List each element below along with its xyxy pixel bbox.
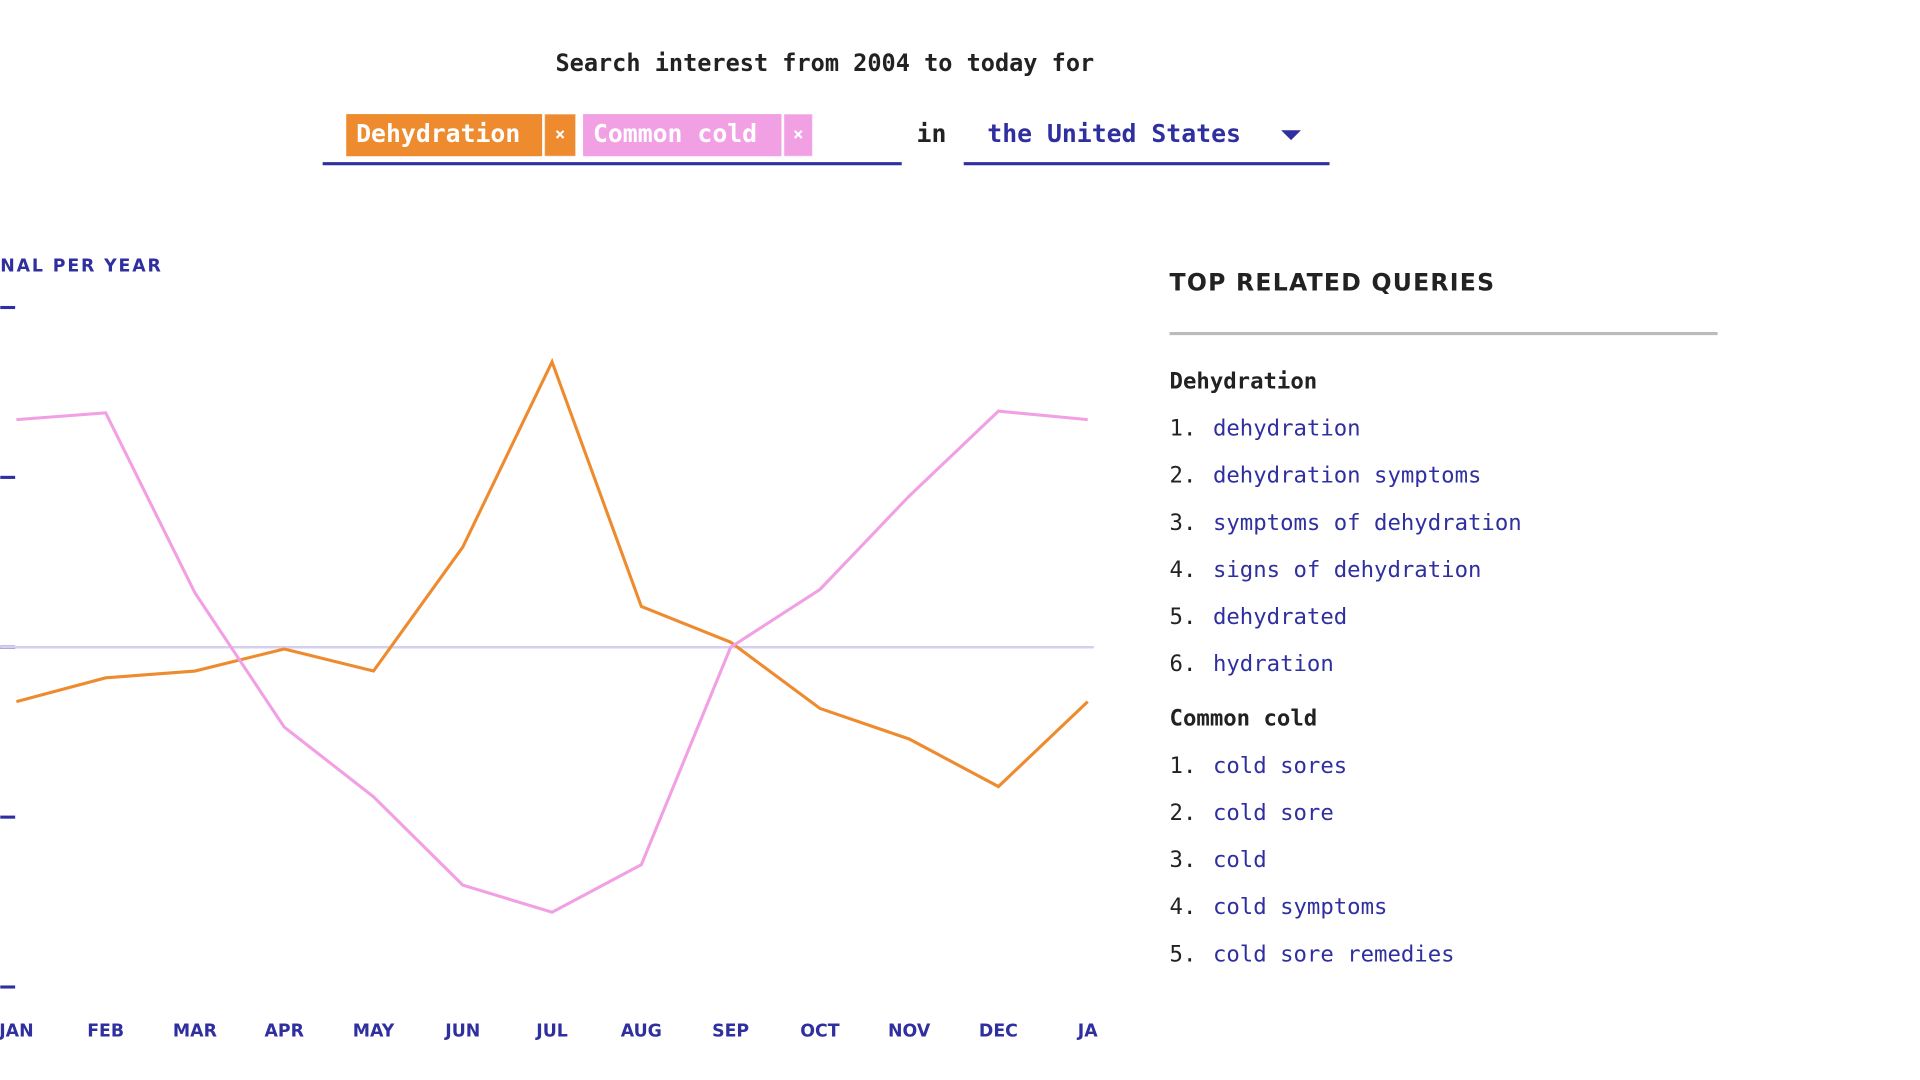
connector: in [917,119,947,148]
remove-icon: × [555,125,565,145]
term-label: Dehydration [356,119,520,148]
query-link[interactable]: signs of dehydration [1213,557,1481,583]
query-link[interactable]: dehydrated [1213,604,1347,630]
query-link[interactable]: hydration [1213,651,1334,677]
query-rank: 6. [1170,651,1197,677]
group-title: Common cold [1170,706,1318,732]
query-rank: 4. [1170,894,1197,920]
query-rank: 1. [1170,416,1197,442]
query-link[interactable]: symptoms of dehydration [1213,510,1522,536]
query-rank: 2. [1170,463,1197,489]
x-tick-label: JUN [444,1022,480,1042]
related-title: TOP RELATED QUERIES [1170,268,1496,296]
remove-button[interactable] [543,113,577,157]
x-tick-label: JUL [535,1022,568,1042]
query-link[interactable]: cold sore remedies [1213,941,1455,967]
remove-icon: × [793,125,803,145]
query-rank: 4. [1170,557,1197,583]
x-tick-label: AUG [621,1022,662,1042]
y-axis-label: NAL PER YEAR [0,257,162,277]
query-link[interactable]: cold sores [1213,753,1347,779]
series-line [16,409,1088,914]
query-rank: 3. [1170,510,1197,536]
query-link[interactable]: cold [1213,847,1267,873]
remove-button[interactable] [783,113,814,157]
query-link[interactable]: cold symptoms [1213,894,1388,920]
x-tick-label: JAN [0,1022,34,1042]
x-tick-label: MAR [173,1022,218,1042]
query-rank: 1. [1170,753,1197,779]
search-title: Search interest from 2004 to today for [555,49,1094,77]
query-link[interactable]: dehydration symptoms [1213,463,1481,489]
query-link[interactable]: cold sore [1213,800,1334,826]
query-rank: 5. [1170,941,1197,967]
group-title: Dehydration [1170,368,1318,394]
dropdown-arrow[interactable] [1281,130,1301,141]
x-tick-label: DEC [979,1022,1018,1042]
query-rank: 3. [1170,847,1197,873]
x-tick-label: MAY [353,1022,395,1042]
x-tick-label: NOV [888,1022,931,1042]
query-rank: 2. [1170,800,1197,826]
term-chip[interactable] [583,114,782,157]
x-tick-label: JA [1077,1022,1098,1042]
query-rank: 5. [1170,604,1197,630]
query-link[interactable]: dehydration [1213,416,1361,442]
term-chip[interactable] [346,114,543,157]
x-tick-label: FEB [87,1022,124,1042]
x-tick-label: APR [264,1022,304,1042]
region-select[interactable]: the United States [987,119,1241,148]
x-tick-label: OCT [800,1022,839,1042]
x-tick-label: SEP [712,1022,749,1042]
term-label: Common cold [593,119,757,148]
series-line [15,357,1089,789]
